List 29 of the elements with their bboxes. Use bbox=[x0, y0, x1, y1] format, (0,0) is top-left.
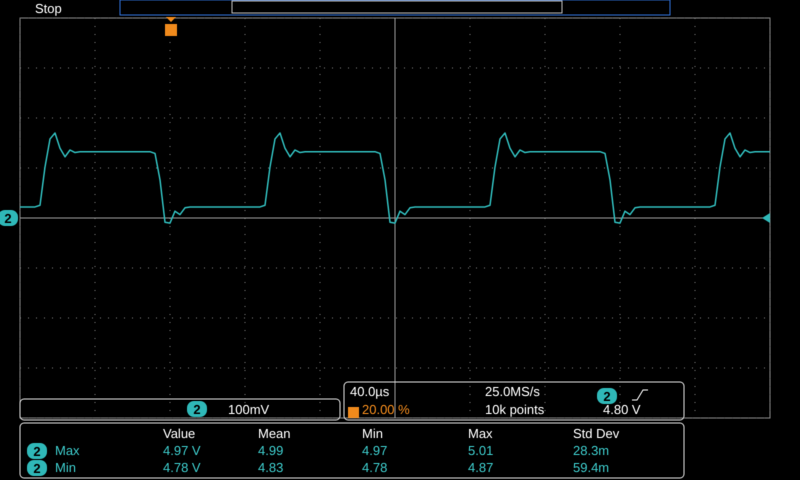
text: Mean bbox=[258, 426, 291, 441]
text: 25.0MS/s bbox=[485, 384, 540, 399]
text: 4.97 bbox=[362, 443, 388, 458]
text: 10k points bbox=[485, 402, 545, 417]
text: 40.0µs bbox=[350, 384, 390, 399]
text: Stop bbox=[35, 1, 62, 16]
text: 100mV bbox=[228, 402, 270, 417]
text: Min bbox=[362, 426, 383, 441]
text: 59.4m bbox=[573, 460, 610, 475]
text: 2 bbox=[603, 389, 611, 404]
text: Max bbox=[468, 426, 494, 441]
text: 4.87 bbox=[468, 460, 494, 475]
text: 4.99 bbox=[258, 443, 284, 458]
text: 4.97 V bbox=[163, 443, 201, 458]
text: 4.78 bbox=[362, 460, 388, 475]
text: Std Dev bbox=[573, 426, 620, 441]
text: 2 bbox=[33, 444, 41, 459]
text: Value bbox=[163, 426, 196, 441]
text: Max bbox=[55, 443, 80, 458]
text: 2 bbox=[33, 461, 41, 476]
text: 2 bbox=[4, 211, 12, 226]
text: Min bbox=[55, 460, 76, 475]
text: 4.78 V bbox=[163, 460, 201, 475]
text: 20.00 % bbox=[362, 402, 410, 417]
text: 28.3m bbox=[573, 443, 610, 458]
text: 4.80 V bbox=[603, 402, 641, 417]
text: 2 bbox=[193, 402, 201, 417]
text: 4.83 bbox=[258, 460, 284, 475]
text: 5.01 bbox=[468, 443, 494, 458]
